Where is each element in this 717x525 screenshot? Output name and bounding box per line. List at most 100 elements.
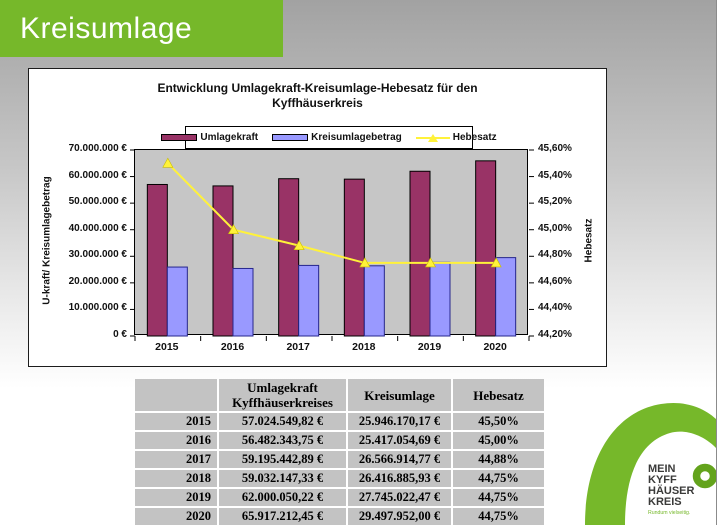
left-axis-tick: 40.000.000 €	[68, 222, 127, 234]
line-hebesatz	[167, 162, 497, 264]
x-axis-label: 2016	[220, 341, 245, 353]
table-row: 2015 57.024.549,82 €25.946.170,17 €45,50%	[135, 413, 544, 430]
table-cell: 26.566.914,77 €	[348, 451, 451, 468]
x-axis-label: 2020	[483, 341, 507, 353]
left-axis-tick: 50.000.000 €	[68, 196, 127, 208]
table-row: 2017 59.195.442,89 €26.566.914,77 €44,88%	[135, 451, 544, 468]
table-cell: 2020	[135, 508, 217, 525]
table-cell: 2016	[135, 432, 217, 449]
x-axis-label: 2019	[417, 341, 442, 353]
table-cell: 45,00%	[453, 432, 544, 449]
table-cell: 44,75%	[453, 470, 544, 487]
table-row: 2019 62.000.050,22 €27.745.022,47 €44,75%	[135, 489, 544, 506]
table-cell: 62.000.050,22 €	[219, 489, 346, 506]
table-header-cell: Umlagekraft Kyffhäuserkreises	[219, 379, 346, 411]
table-cell: 44,88%	[453, 451, 544, 468]
line-marker-icon	[162, 157, 174, 168]
bar-kreisumlagebetrag	[166, 266, 188, 337]
bar-kreisumlagebetrag	[298, 264, 320, 337]
table-cell: 44,75%	[453, 508, 544, 525]
legend-label: Hebesatz	[452, 132, 497, 143]
bar-umlagekraft	[278, 178, 300, 337]
legend-swatch-icon	[161, 134, 198, 141]
line-marker-icon	[490, 257, 502, 268]
header-bar: Kreisumlage	[0, 0, 283, 57]
table-cell: 59.032.147,33 €	[219, 470, 346, 487]
x-axis-label: 2018	[352, 341, 376, 353]
table-cell: 2017	[135, 451, 217, 468]
chart-container: Entwicklung Umlagekraft-Kreisumlage-Hebe…	[28, 68, 607, 367]
table-cell: 65.917.212,45 €	[219, 508, 346, 525]
legend-label: Umlagekraft	[200, 132, 259, 143]
left-axis-tick: 30.000.000 €	[68, 249, 127, 261]
table-header-cell	[135, 379, 217, 411]
bar-umlagekraft	[409, 170, 431, 337]
data-table: Umlagekraft Kyffhäuserkreises Kreisumlage…	[133, 377, 546, 525]
right-axis-tick: 44,40%	[538, 302, 572, 314]
table-cell: 2018	[135, 470, 217, 487]
table-cell: 59.195.442,89 €	[219, 451, 346, 468]
right-axis-tick: 45,60%	[538, 143, 572, 154]
table-header-cell: Hebesatz	[453, 379, 544, 411]
bar-kreisumlagebetrag	[363, 265, 385, 337]
line-marker-icon	[424, 257, 437, 268]
table-header-cell: Kreisumlage	[348, 379, 451, 411]
x-axis-label: 2017	[286, 341, 310, 353]
right-axis-tick: 45,40%	[538, 169, 572, 181]
chart-legend: Umlagekraft Kreisumlagebetrag Hebesatz	[161, 126, 497, 149]
left-axis-tick: 10.000.000 €	[68, 302, 127, 314]
right-axis-tick: 45,00%	[538, 222, 572, 234]
logo-tagline: Rundum vielseitig.	[648, 510, 690, 516]
legend-line-swatch-icon	[415, 133, 450, 143]
left-axis-tick: 0 €	[113, 329, 127, 340]
left-axis-tick: 20.000.000 €	[68, 275, 127, 287]
plot-area	[130, 149, 534, 341]
table-header: Umlagekraft Kyffhäuserkreises Kreisumlage…	[135, 379, 544, 411]
x-axis-label: 2015	[155, 341, 179, 353]
bar-umlagekraft	[475, 160, 497, 337]
table-cell: 2015	[135, 413, 217, 430]
bar-kreisumlagebetrag	[495, 257, 517, 337]
line-marker-icon	[293, 240, 305, 250]
logo-ring-icon	[692, 463, 716, 489]
table-cell: 26.416.885,93 €	[348, 470, 451, 487]
legend-item-hebesatz: Hebesatz	[415, 132, 497, 143]
right-axis-tick: 44,60%	[538, 275, 572, 287]
logo-text-line: KREIS	[648, 496, 682, 508]
legend-label: Kreisumlagebetrag	[311, 132, 402, 143]
logo-text-line: HÄUSER	[648, 484, 695, 497]
logo-text-line: KYFF	[648, 474, 677, 486]
bar-kreisumlagebetrag	[429, 261, 451, 337]
logo-swoosh-icon	[585, 403, 716, 525]
left-axis-tick: 60.000.000 €	[68, 169, 127, 181]
table-cell: 45,50%	[453, 413, 544, 430]
legend-item-kreisumlagebetrag: Kreisumlagebetrag	[272, 132, 402, 143]
table-cell: 57.024.549,82 €	[219, 413, 346, 430]
line-marker-icon	[359, 257, 371, 268]
bar-kreisumlagebetrag	[232, 267, 254, 337]
left-axis-title: U-kraft/ Kreisumlagebetrag	[41, 176, 53, 305]
right-axis-tick: 44,80%	[538, 249, 572, 261]
right-axis-tick: 44,20%	[538, 329, 572, 340]
legend-item-umlagekraft: Umlagekraft	[161, 132, 258, 143]
chart-title: Entwicklung Umlagekraft-Kreisumlage-Hebe…	[157, 81, 478, 110]
table-cell: 25.946.170,17 €	[348, 413, 451, 430]
line-marker-icon	[227, 224, 240, 235]
table-cell: 27.745.022,47 €	[348, 489, 451, 506]
table-cell: 56.482.343,75 €	[219, 432, 346, 449]
table-cell: 44,75%	[453, 489, 544, 506]
table-row: 2018 59.032.147,33 €26.416.885,93 €44,75%	[135, 470, 544, 487]
logo-text-line: MEIN	[648, 463, 676, 475]
table-row: 2020 65.917.212,45 €29.497.952,00 €44,75%	[135, 508, 544, 525]
page-title: Kreisumlage	[20, 11, 193, 45]
kyffhaeuserkreis-logo: MEIN KYFF HÄUSER KREIS Rundum vielseitig…	[585, 403, 716, 525]
left-axis-tick: 70.000.000 €	[68, 143, 127, 154]
table-cell: 29.497.952,00 €	[348, 508, 451, 525]
table-cell: 2019	[135, 489, 217, 506]
table-cell: 25.417.054,69 €	[348, 432, 451, 449]
legend-swatch-icon	[272, 134, 309, 141]
bar-umlagekraft	[212, 185, 234, 337]
bar-umlagekraft	[146, 183, 168, 337]
right-axis-tick: 45,20%	[538, 196, 572, 208]
